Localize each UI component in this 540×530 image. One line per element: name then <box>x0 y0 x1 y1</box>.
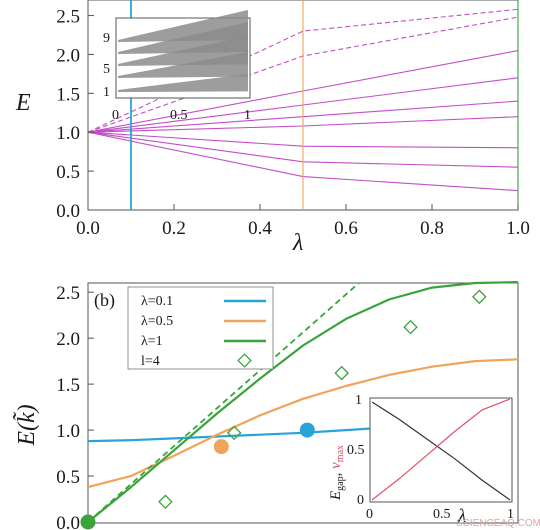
bottom-ytick-label-3: 1.5 <box>56 375 80 396</box>
legend-label-2: λ=1 <box>141 334 163 349</box>
top-inset: 9 5 1 0 0.5 1 <box>103 10 251 123</box>
top-inset-spectrum <box>118 10 248 92</box>
top-xtick-label-5: 1.0 <box>506 218 530 239</box>
top-ytick-label-3: 1.5 <box>56 84 80 105</box>
bottom-l4-point-0 <box>158 494 173 510</box>
bottom-l4-point-1 <box>226 425 242 441</box>
top-inset-band-4 <box>118 10 248 42</box>
legend-diamond <box>237 353 252 368</box>
bottom-inset-series-1 <box>371 398 511 501</box>
top-xtick-label-3: 0.6 <box>334 218 358 239</box>
top-x-ticks: 0.0 0.2 0.4 0.6 0.8 1.0 <box>76 204 530 239</box>
bottom-plot-frame <box>87 282 519 524</box>
bottom-l4-markers <box>158 289 487 510</box>
top-inset-ytick-1: 1 <box>103 85 110 100</box>
inset-ylabel-sep: , <box>328 469 344 477</box>
top-xtick-label-2: 0.4 <box>248 218 272 239</box>
top-ytick-label-5: 2.5 <box>56 7 80 28</box>
watermark: SCIENCEAQ.COM <box>456 518 540 529</box>
top-ytick-label-2: 1.0 <box>56 123 80 144</box>
top-inset-xtick-0: 0 <box>112 108 119 123</box>
bottom-l4-point-4 <box>472 289 487 305</box>
bottom-inset-ytick-0: 0 <box>357 493 364 508</box>
legend-label-0: λ=0.1 <box>141 294 173 309</box>
top-panel: 0.00.51.01.52.02.5 0.0 0.2 0.4 0.6 0.8 1.0 E … <box>15 0 530 256</box>
legend: λ=0.1 λ=0.5 λ=1 l=4 <box>127 286 274 370</box>
bottom-inset-xtick-1: 1 <box>507 507 514 522</box>
inset-ylabel-gap: E <box>328 491 344 501</box>
bottom-series-line-2 <box>87 281 519 523</box>
top-x-axis-label: λ <box>292 230 303 256</box>
top-inset-xtick-0.5: 0.5 <box>170 108 188 123</box>
bottom-y-ticks: 0.0 0.5 1.0 1.5 2.0 2.5 <box>56 283 94 530</box>
bottom-ytick-label-5: 2.5 <box>56 283 80 304</box>
top-y-axis-label: E <box>15 90 31 116</box>
bottom-ytick-label-0: 0.0 <box>56 513 80 530</box>
bottom-dot-0 <box>80 514 96 530</box>
top-xtick-label-4: 0.8 <box>420 218 444 239</box>
bottom-l4-point-3 <box>403 319 418 335</box>
bottom-y-axis-label: E(k̃) <box>12 404 40 446</box>
bottom-dashed-tangent <box>87 282 360 523</box>
legend-label-3: l=4 <box>141 354 160 369</box>
bottom-dot-2 <box>299 422 315 438</box>
bottom-panel: 0.0 0.5 1.0 1.5 2.0 2.5 (b) E(k̃) λ=0.1 λ=0.5… <box>12 281 540 530</box>
bottom-l4-point-2 <box>334 365 349 381</box>
bottom-inset-lines <box>371 398 511 501</box>
panel-label-b: (b) <box>94 290 115 311</box>
bottom-inset-series-0 <box>371 401 511 501</box>
bottom-inset-y-label: Egap, vmax <box>328 445 346 501</box>
top-xtick-label-0: 0.0 <box>76 218 100 239</box>
top-inset-xtick-1: 1 <box>244 108 251 123</box>
bottom-dot-1 <box>213 439 229 455</box>
bottom-inset: 1 0.5 0 0 0.5 1 λ Egap, vmax <box>328 393 514 527</box>
bottom-y-axis-label-text: E(k̃) <box>12 404 40 446</box>
legend-label-1: λ=0.5 <box>141 314 173 329</box>
top-ytick-label-1: 0.5 <box>56 162 80 183</box>
bottom-inset-ytick-0.5: 0.5 <box>347 443 365 458</box>
top-inset-band-0 <box>118 74 248 92</box>
top-y-ticks: 0.0 0.5 1.0 1.5 2.0 2.5 <box>56 7 94 222</box>
bottom-inset-y-label-text: Egap, vmax <box>328 445 346 501</box>
bottom-inset-ytick-1: 1 <box>355 393 362 408</box>
top-inset-ytick-5: 5 <box>103 62 110 77</box>
inset-ylabel-gap-sub: gap <box>335 476 346 490</box>
bottom-ytick-label-1: 0.5 <box>56 467 80 488</box>
bottom-inset-xtick-0.5: 0.5 <box>433 507 451 522</box>
inset-ylabel-v-sub: max <box>335 445 346 462</box>
bottom-ytick-label-2: 1.0 <box>56 421 80 442</box>
bottom-ytick-label-4: 2.0 <box>56 329 80 350</box>
top-inset-ytick-9: 9 <box>103 31 110 46</box>
bottom-highlight-dots <box>80 422 315 530</box>
top-ytick-label-0: 0.0 <box>56 201 80 222</box>
bottom-inset-x-label: λ <box>457 506 466 527</box>
top-xtick-label-1: 0.2 <box>162 218 186 239</box>
top-ytick-label-4: 2.0 <box>56 45 80 66</box>
inset-ylabel-v: v <box>328 462 344 469</box>
bottom-inset-xtick-0: 0 <box>366 507 373 522</box>
